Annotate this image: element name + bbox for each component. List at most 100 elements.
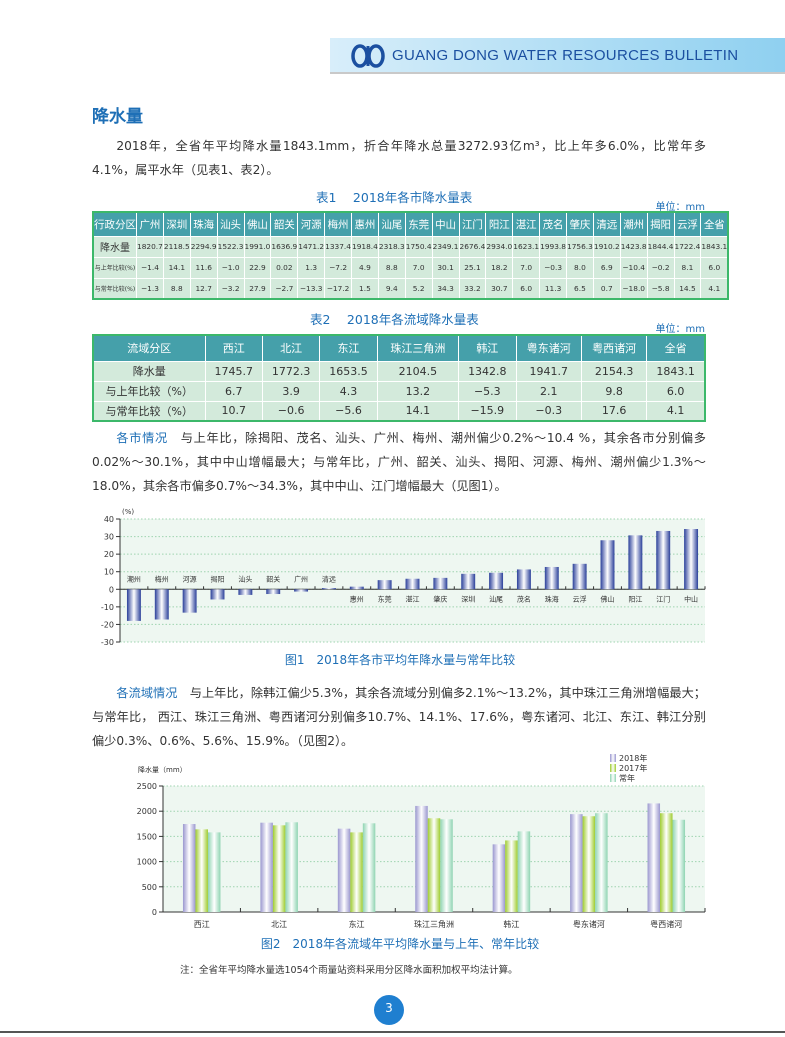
x-tick-label: 中山: [684, 594, 698, 603]
table-cell: 5.2: [404, 277, 433, 300]
column-header: 云浮: [673, 211, 702, 237]
table-cell: 1337.4: [324, 235, 352, 258]
bar: [260, 822, 273, 912]
table-cell: 11.6: [189, 256, 218, 279]
table-cell: 9.4: [377, 277, 406, 300]
table-cell: 7.0: [404, 256, 433, 279]
y-axis-label: 降水量（mm）: [138, 765, 187, 774]
table-cell: 2154.3: [580, 360, 648, 382]
x-tick-label: 梅州: [155, 574, 169, 583]
x-tick-label: 粤东诸河: [573, 919, 605, 929]
bar: [154, 589, 169, 620]
x-tick-label: 揭阳: [211, 574, 225, 583]
column-header: 珠江三角洲: [376, 334, 460, 362]
bar: [182, 589, 197, 613]
y-tick-label: -30: [101, 638, 114, 647]
column-header: 湛江: [512, 211, 541, 237]
column-header: 江门: [458, 211, 487, 237]
bar: [207, 832, 221, 912]
bar: [321, 588, 336, 590]
column-header: 东莞: [404, 211, 433, 237]
column-header: 粤东诸河: [515, 334, 582, 362]
table-cell: −0.2: [646, 256, 675, 279]
bar: [210, 589, 225, 600]
bar: [461, 573, 476, 590]
column-header: 茂名: [539, 211, 567, 237]
table-cell: 1423.8: [619, 235, 648, 258]
column-header: 肇庆: [566, 211, 594, 237]
table-cell: −0.3: [539, 256, 567, 279]
table-row: 与常年比较(%) −1.3 8.8 12.7 −3.2 27.9 −2.7 −13.3 −17.…: [92, 277, 729, 300]
bar: [195, 829, 208, 912]
table-cell: 6.7: [204, 380, 263, 402]
table-header-row: 流域分区 西江 北江 东江 珠江三角洲 韩江 粤东诸河 粤西诸河 全省: [92, 334, 706, 362]
x-tick-label: 汕头: [238, 574, 252, 583]
table-cell: −5.8: [646, 277, 675, 300]
column-header: 清远: [592, 211, 621, 237]
bulletin-title: GUANG DONG WATER RESOURCES BULLETIN: [392, 47, 739, 64]
table-cell: 1843.1: [646, 360, 706, 382]
x-tick-label: 韩江: [503, 919, 519, 929]
table-cell: 18.2: [485, 256, 514, 279]
column-header: 汕头: [216, 211, 245, 237]
table-cell: −3.2: [216, 277, 245, 300]
y-tick-label: -20: [101, 620, 114, 629]
column-header: 韩江: [458, 334, 517, 362]
table-cell: −13.3: [297, 277, 326, 300]
intro-paragraph: 2018年，全省年平均降水量1843.1mm，折合年降水总量3272.93亿m³…: [92, 139, 706, 177]
y-tick-label: 30: [104, 533, 114, 542]
column-header: 中山: [431, 211, 460, 237]
column-header: 粤西诸河: [580, 334, 648, 362]
bar: [337, 828, 351, 912]
table1-unit: 单位：mm: [655, 202, 705, 213]
city-lead: 各市情况: [116, 431, 168, 445]
table-cell: 6.9: [592, 256, 621, 279]
bar: [660, 813, 673, 912]
bar: [362, 823, 376, 912]
bar: [349, 586, 364, 590]
x-tick-label: 清远: [322, 574, 336, 583]
table-cell: 8.8: [162, 277, 191, 300]
x-tick-label: 东莞: [378, 594, 392, 603]
column-header: 西江: [204, 334, 263, 362]
section-title: 降水量: [92, 107, 143, 127]
column-header: 潮州: [619, 211, 648, 237]
x-tick-label: 韶关: [266, 574, 280, 583]
table-cell: 2934.0: [485, 235, 514, 258]
table-cell: 3.9: [261, 380, 321, 402]
table-cell: 30.1: [431, 256, 460, 279]
table-cell: −7.2: [324, 256, 352, 279]
legend-swatch: [610, 764, 616, 772]
bar: [672, 819, 686, 912]
y-tick-label: -10: [101, 603, 114, 612]
y-tick-label: 20: [104, 550, 114, 559]
bar: [656, 530, 671, 590]
table-cell: 22.9: [243, 256, 272, 279]
bar: [440, 819, 453, 912]
city-paragraph: 各市情况 与上年比，除揭阳、茂名、汕头、广州、梅州、潮州偏少0.2%～10.4 …: [92, 426, 706, 498]
bar: [505, 840, 518, 912]
table-cell: 0.7: [592, 277, 621, 300]
column-header: 惠州: [351, 211, 379, 237]
table-cell: −0.6: [261, 400, 321, 422]
table-cell: 11.3: [539, 277, 567, 300]
x-tick-label: 佛山: [601, 594, 615, 603]
bar: [544, 566, 559, 590]
table-header-row: 行政分区 广州 深圳 珠海 汕头 佛山 韶关 河源 梅州 惠州 汕尾 东莞 中山 江门 阳江 湛江 茂名 肇庆 清远…: [92, 211, 729, 237]
y-axis-unit: (%): [122, 508, 134, 516]
table-cell: 1993.8: [539, 235, 567, 258]
bar: [570, 814, 583, 912]
x-tick-label: 阳江: [628, 594, 642, 603]
column-header: 深圳: [162, 211, 191, 237]
water-resources-logo: [351, 44, 385, 68]
column-header: 河源: [297, 211, 326, 237]
table-cell: 1342.8: [458, 360, 517, 382]
table-cell: 14.1: [162, 256, 191, 279]
bar: [582, 816, 596, 912]
x-tick-label: 湛江: [406, 595, 420, 603]
x-tick-label: 惠州: [350, 594, 364, 603]
column-header: 韶关: [270, 211, 299, 237]
x-tick-label: 深圳: [461, 594, 475, 603]
table-cell: −0.3: [515, 400, 582, 422]
table-cell: −15.9: [458, 400, 517, 422]
